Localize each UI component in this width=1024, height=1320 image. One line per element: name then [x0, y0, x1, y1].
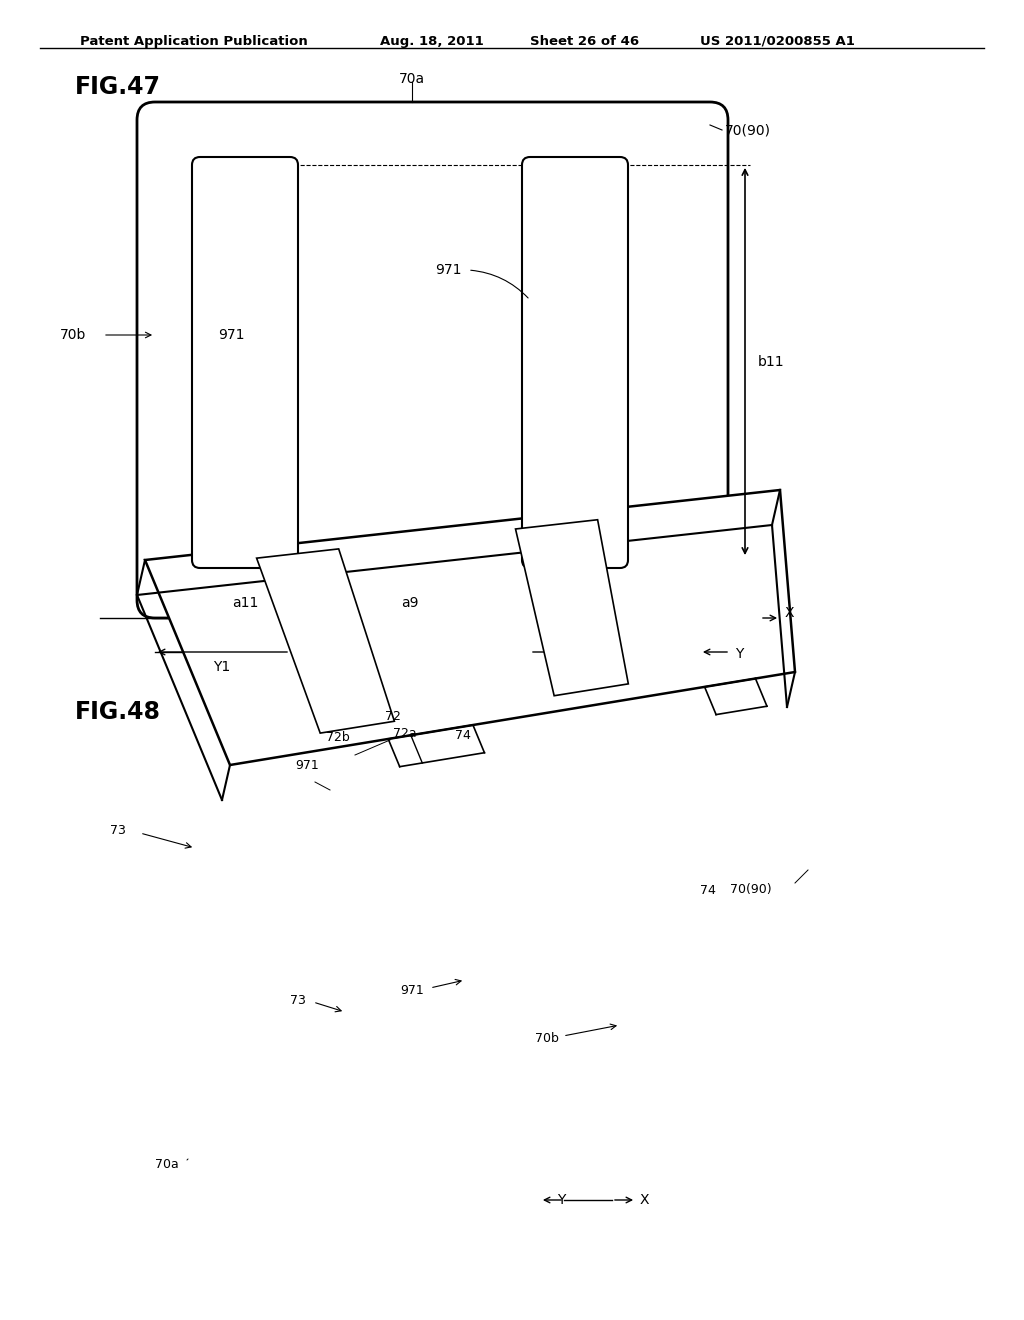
Text: 72: 72 [385, 710, 400, 723]
Text: 73: 73 [290, 994, 306, 1006]
Text: 74: 74 [700, 883, 716, 896]
Text: 70(90): 70(90) [725, 123, 771, 137]
Text: 70a: 70a [399, 73, 425, 86]
Text: 72a: 72a [393, 727, 417, 741]
Text: 73: 73 [110, 824, 126, 837]
Text: 971: 971 [218, 327, 245, 342]
Text: US 2011/0200855 A1: US 2011/0200855 A1 [700, 36, 855, 48]
Text: 971: 971 [435, 263, 462, 277]
Text: Y2: Y2 [566, 660, 584, 675]
Text: FIG.48: FIG.48 [75, 700, 161, 723]
Text: 70(90): 70(90) [730, 883, 772, 896]
Text: X: X [640, 1193, 649, 1206]
Text: Y: Y [735, 647, 743, 661]
Text: Y1: Y1 [213, 660, 230, 675]
Text: X: X [785, 606, 795, 620]
Text: 70b: 70b [60, 327, 86, 342]
Text: FIG.47: FIG.47 [75, 75, 161, 99]
Text: Patent Application Publication: Patent Application Publication [80, 36, 308, 48]
Text: a9: a9 [401, 597, 419, 610]
PathPatch shape [257, 549, 394, 733]
PathPatch shape [515, 520, 629, 696]
Text: a11: a11 [231, 597, 258, 610]
Text: 70a: 70a [155, 1159, 179, 1172]
Text: b11: b11 [758, 355, 784, 368]
FancyBboxPatch shape [522, 157, 628, 568]
Text: Y: Y [557, 1193, 565, 1206]
Text: Aug. 18, 2011: Aug. 18, 2011 [380, 36, 483, 48]
Text: 72b: 72b [327, 731, 350, 744]
Text: 74: 74 [455, 729, 471, 742]
Text: 70b: 70b [535, 1031, 559, 1044]
Text: 971: 971 [400, 983, 424, 997]
Text: 971: 971 [295, 759, 318, 772]
Text: a11: a11 [562, 597, 588, 610]
Text: Sheet 26 of 46: Sheet 26 of 46 [530, 36, 639, 48]
PathPatch shape [145, 490, 795, 766]
FancyBboxPatch shape [193, 157, 298, 568]
FancyBboxPatch shape [137, 102, 728, 618]
